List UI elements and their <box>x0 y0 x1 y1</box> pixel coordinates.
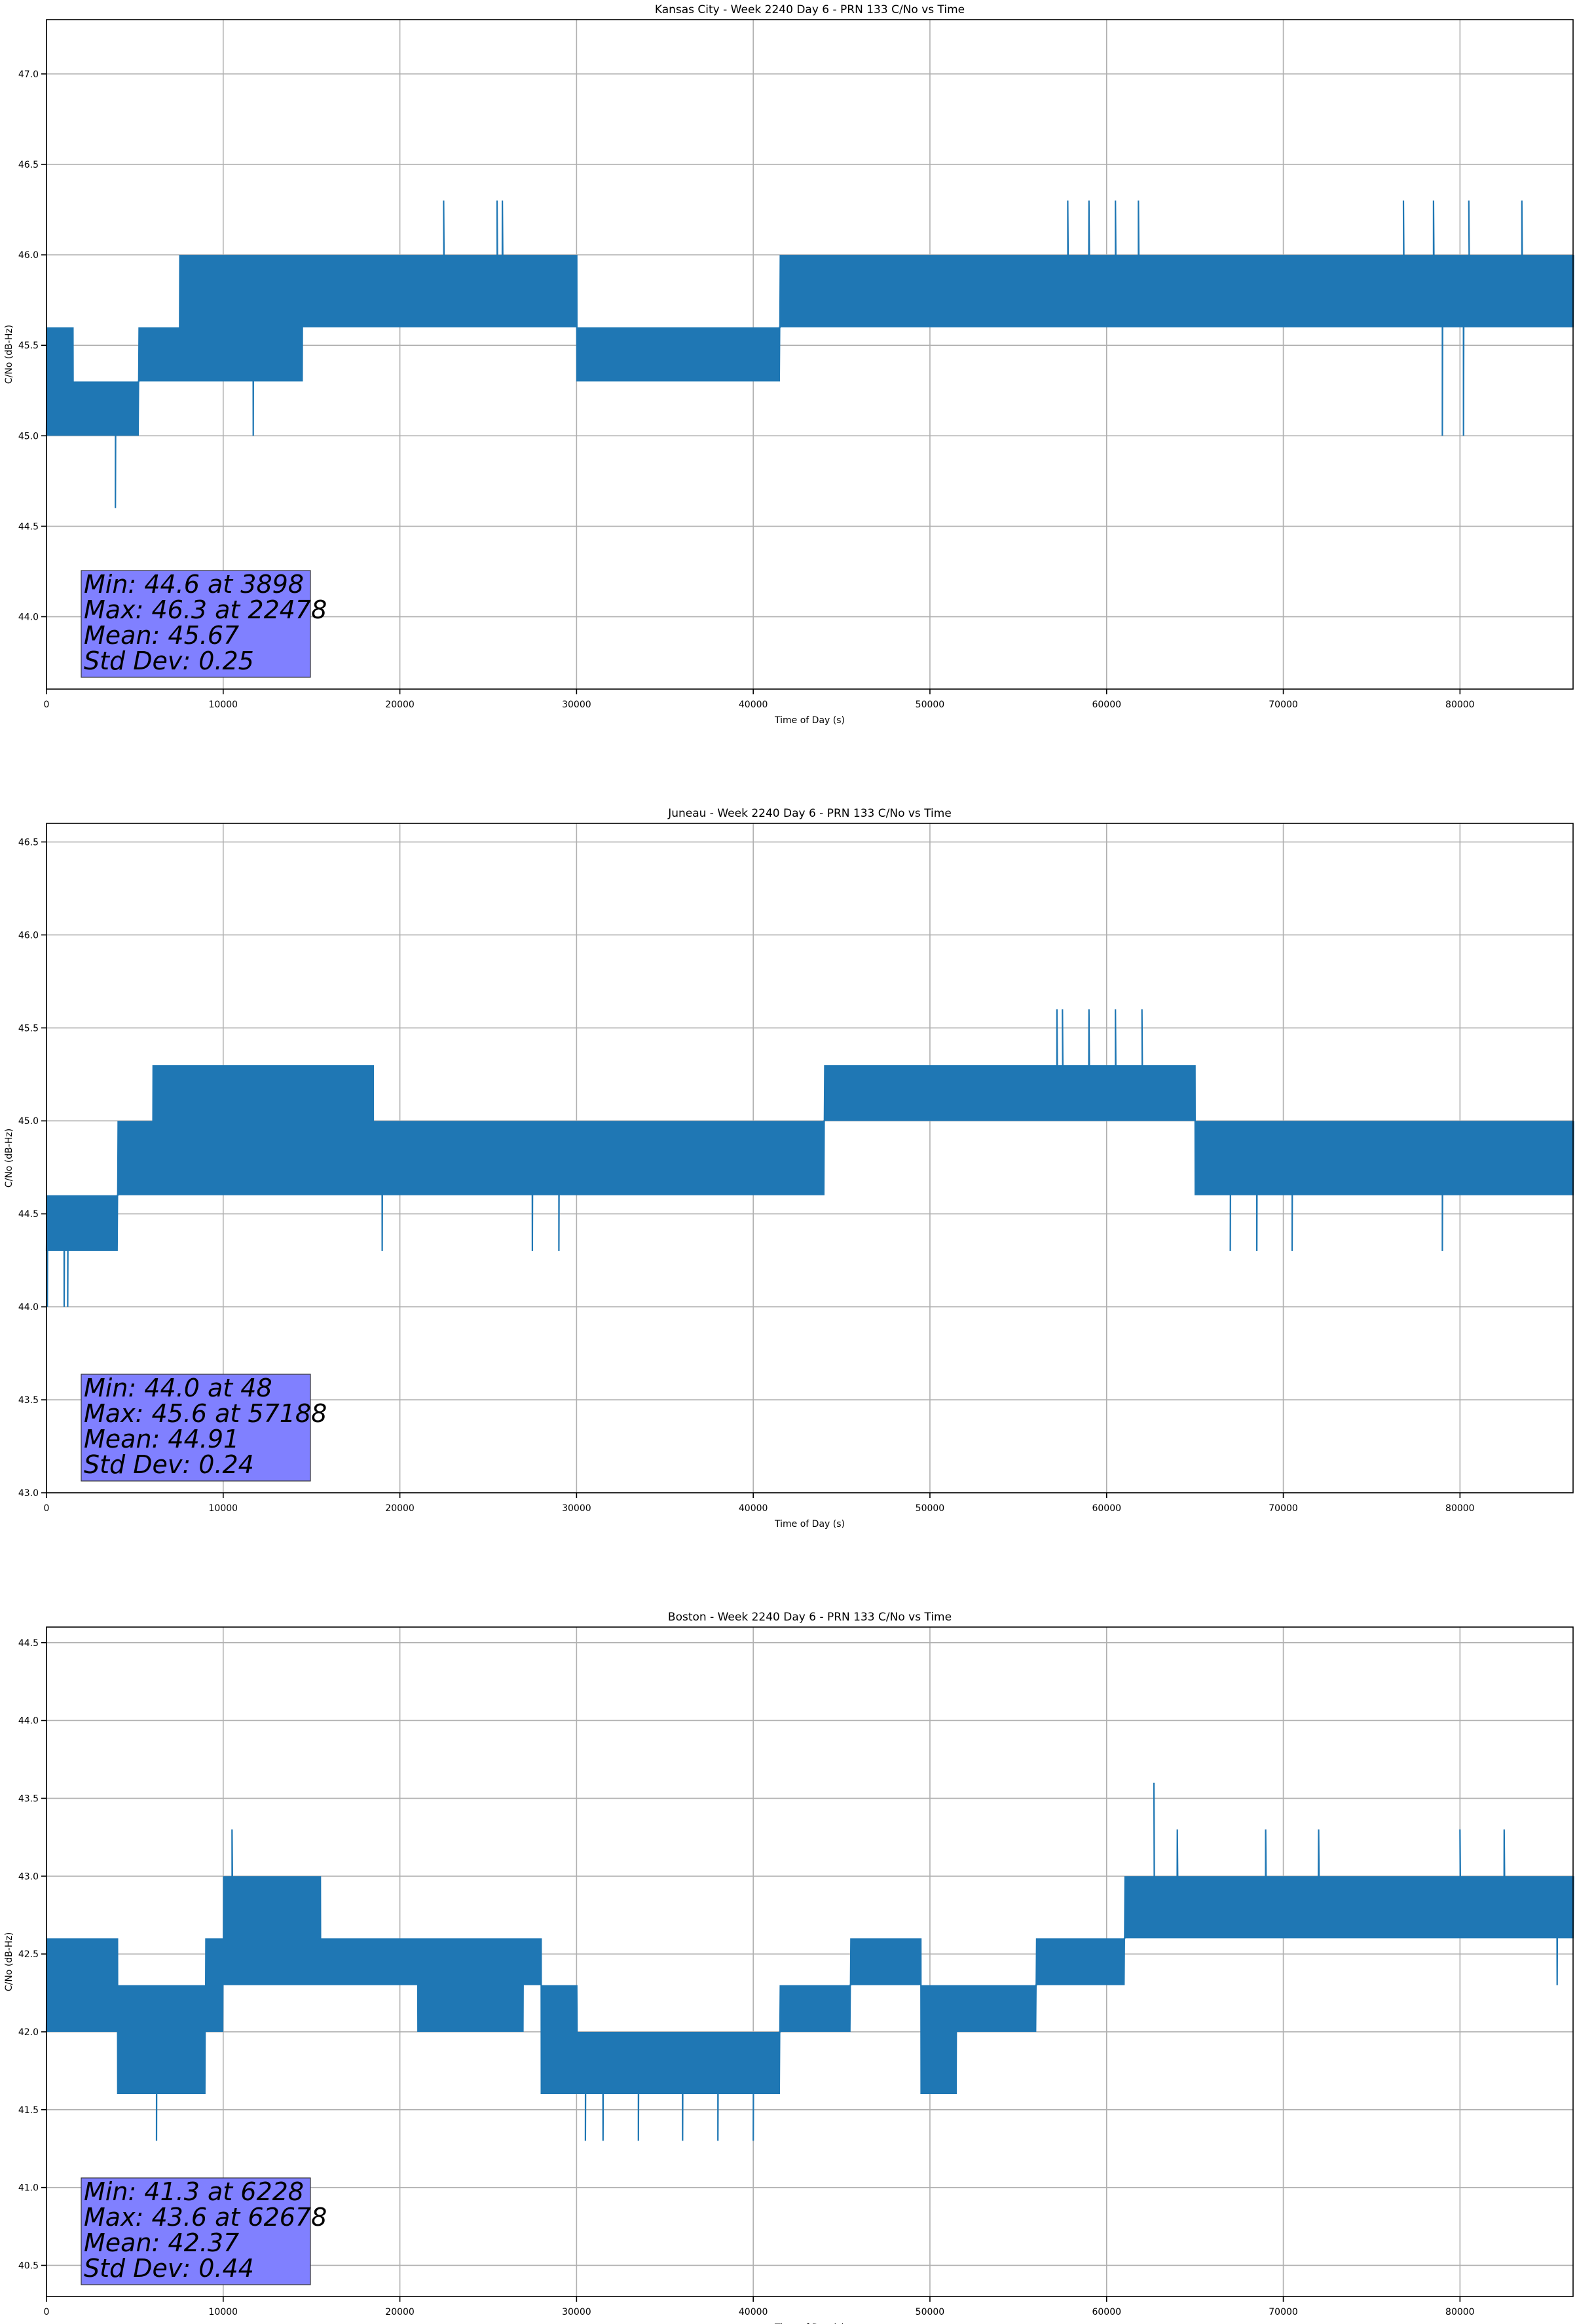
y-axis-label: C/No (dB-Hz) <box>4 325 14 384</box>
y-tick-label: 41.0 <box>18 2183 39 2194</box>
x-tick-label: 30000 <box>562 700 591 710</box>
x-tick-label: 60000 <box>1092 1503 1121 1514</box>
y-tick-label: 45.0 <box>18 1116 39 1127</box>
y-tick-label: 42.0 <box>18 2027 39 2038</box>
y-tick-label: 44.5 <box>18 1638 39 1649</box>
y-tick-label: 45.5 <box>18 1023 39 1034</box>
y-tick-label: 46.0 <box>18 930 39 941</box>
y-tick-label: 43.5 <box>18 1395 39 1406</box>
y-tick-label: 44.0 <box>18 1302 39 1313</box>
x-tick-label: 20000 <box>385 1503 415 1514</box>
stats-min: Min: 41.3 at 6228 <box>84 2177 304 2206</box>
y-tick-label: 46.5 <box>18 837 39 848</box>
plot-frame <box>46 823 1574 1493</box>
plot-frame <box>46 1626 1574 2297</box>
stats-max: Max: 43.6 at 62678 <box>84 2203 327 2232</box>
x-tick-label: 50000 <box>916 700 945 710</box>
y-tick-label: 40.5 <box>18 2260 39 2271</box>
x-tick-label: 70000 <box>1269 700 1298 710</box>
x-tick-label: 20000 <box>385 700 415 710</box>
chart-panel-3: 0 10000 20000 30000 40000 50000 60000 70000 8000… <box>4 1611 1574 2324</box>
x-tick-label: 10000 <box>209 1503 238 1514</box>
chart-title: Juneau - Week 2240 Day 6 - PRN 133 C/No … <box>667 807 952 820</box>
stats-min: Min: 44.0 at 48 <box>84 1374 272 1402</box>
x-tick-label: 0 <box>44 700 50 710</box>
stats-box <box>81 1374 311 1482</box>
x-tick-label: 70000 <box>1269 1503 1298 1514</box>
x-tick-label: 0 <box>44 1503 50 1514</box>
stats-max: Max: 46.3 at 22478 <box>84 595 327 624</box>
x-axis-label: Time of Day (s) <box>774 2323 845 2324</box>
x-tick-label: 10000 <box>209 2307 238 2317</box>
y-tick-label: 47.0 <box>18 69 39 80</box>
y-tick-label: 44.0 <box>18 612 39 623</box>
stats-box <box>81 2177 311 2285</box>
x-tick-label: 10000 <box>209 700 238 710</box>
x-tick-label: 50000 <box>916 1503 945 1514</box>
chart-panel-2: 0 10000 20000 30000 40000 50000 60000 70000 8000… <box>4 807 1574 1529</box>
chart-title: Kansas City - Week 2240 Day 6 - PRN 133 … <box>655 3 965 16</box>
x-tick-label: 0 <box>44 2307 50 2317</box>
y-tick-label: 43.0 <box>18 1488 39 1499</box>
y-tick-label: 46.5 <box>18 160 39 170</box>
y-tick-label: 43.5 <box>18 1793 39 1804</box>
signal-series-line <box>45 1782 1574 2141</box>
y-tick-label: 45.5 <box>18 341 39 351</box>
x-tick-label: 80000 <box>1445 2307 1475 2317</box>
x-tick-label: 40000 <box>739 1503 768 1514</box>
stats-mean: Mean: 44.91 <box>84 1425 239 1453</box>
x-tick-label: 70000 <box>1269 2307 1298 2317</box>
signal-series-line <box>45 1009 1574 1307</box>
stats-max: Max: 45.6 at 57188 <box>84 1399 327 1428</box>
x-tick-label: 40000 <box>739 2307 768 2317</box>
plot-frame <box>46 19 1574 690</box>
y-tick-label: 44.0 <box>18 1716 39 1727</box>
y-tick-label: 42.5 <box>18 1949 39 1960</box>
y-axis-label: C/No (dB-Hz) <box>4 1129 14 1188</box>
stats-min: Min: 44.6 at 3898 <box>84 570 304 599</box>
x-tick-label: 80000 <box>1445 1503 1475 1514</box>
stats-std-dev: Std Dev: 0.44 <box>84 2254 254 2283</box>
chart-panel-1: 0 10000 20000 30000 40000 50000 60000 70000 8000… <box>4 3 1574 726</box>
x-tick-label: 60000 <box>1092 700 1121 710</box>
x-tick-label: 30000 <box>562 1503 591 1514</box>
stats-mean: Mean: 42.37 <box>84 2228 239 2257</box>
stats-std-dev: Std Dev: 0.24 <box>84 1450 254 1479</box>
stats-mean: Mean: 45.67 <box>84 621 239 650</box>
signal-series-line <box>45 200 1574 508</box>
stats-box <box>81 570 311 678</box>
y-tick-label: 44.5 <box>18 1209 39 1220</box>
x-tick-label: 80000 <box>1445 700 1475 710</box>
y-tick-label: 45.0 <box>18 431 39 441</box>
x-tick-label: 30000 <box>562 2307 591 2317</box>
x-axis-label: Time of Day (s) <box>774 1519 845 1529</box>
x-tick-label: 40000 <box>739 700 768 710</box>
y-tick-label: 44.5 <box>18 521 39 532</box>
chart-title: Boston - Week 2240 Day 6 - PRN 133 C/No … <box>668 1611 952 1624</box>
y-tick-label: 46.0 <box>18 250 39 261</box>
x-tick-label: 50000 <box>916 2307 945 2317</box>
x-tick-label: 60000 <box>1092 2307 1121 2317</box>
y-tick-label: 41.5 <box>18 2105 39 2116</box>
stats-std-dev: Std Dev: 0.25 <box>84 647 254 675</box>
x-axis-label: Time of Day (s) <box>774 715 845 726</box>
x-tick-label: 20000 <box>385 2307 415 2317</box>
y-tick-label: 43.0 <box>18 1871 39 1882</box>
y-axis-label: C/No (dB-Hz) <box>4 1932 14 1991</box>
